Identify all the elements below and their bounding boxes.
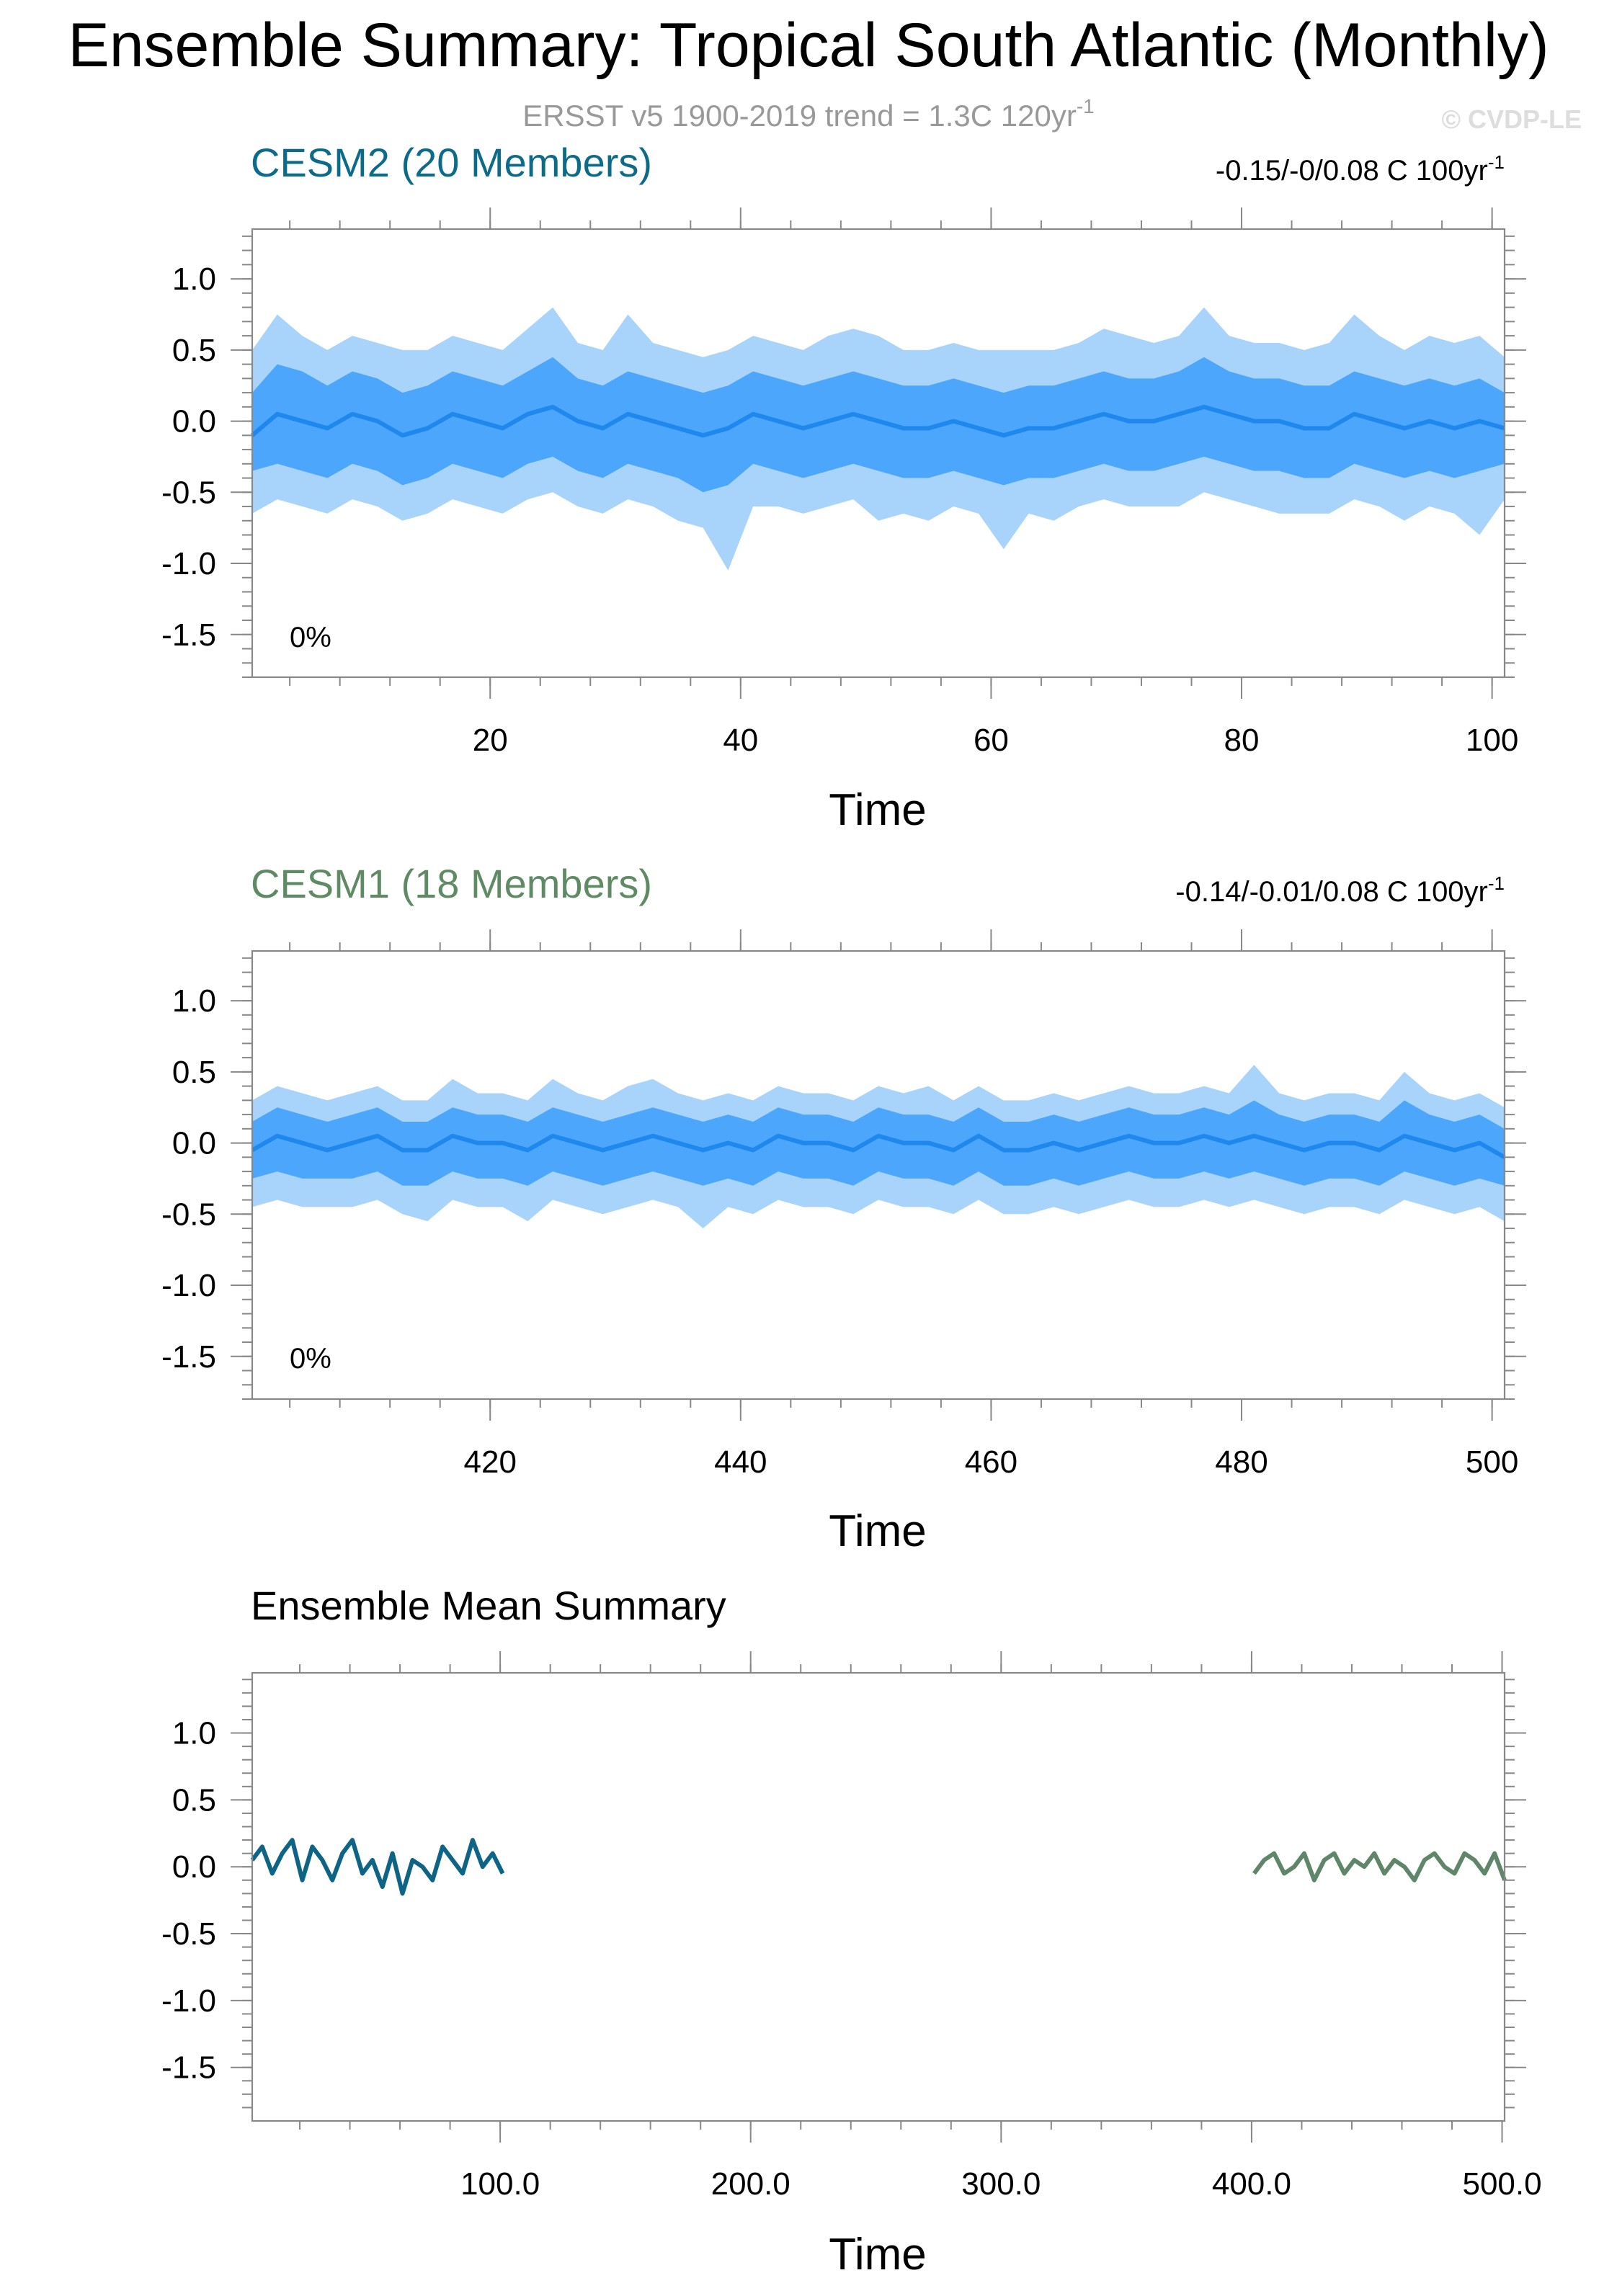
cesm1-panel-title: CESM1 (18 Members) [251, 861, 652, 906]
ensemble-mean-y-tick-label: -0.5 [161, 1916, 216, 1952]
cesm1-x-tick-label: 440 [714, 1444, 767, 1480]
cesm2-x-axis-label: Time [829, 785, 926, 835]
cesm2-mean-line [251, 404, 1505, 438]
cesm2-percent-label: 0% [290, 622, 331, 653]
subtitle-superscript: -1 [1077, 95, 1095, 117]
cesm2-x-tick-label: 20 [473, 723, 508, 758]
figure-subtitle: ERSST v5 1900-2019 trend = 1.3C 120yr-1 [522, 95, 1094, 133]
cesm2-panel: CESM2 (20 Members) -0.15/-0/0.08 C 100yr… [161, 140, 1526, 835]
ensemble-mean-y-tick-label: 0.0 [172, 1849, 216, 1885]
cesm1-y-tick-label: 1.0 [172, 983, 216, 1019]
cesm2-trend-superscript: -1 [1488, 151, 1505, 173]
cesm2-ensemble-mean-line [250, 1838, 505, 1896]
ensemble-mean-y-tick-label: -1.0 [161, 1983, 216, 2019]
ensemble-mean-x-axis-label: Time [829, 2230, 926, 2279]
ensemble-mean-panel-title: Ensemble Mean Summary [251, 1583, 726, 1628]
cesm1-trend-label: -0.14/-0.01/0.08 C 100yr-1 [1175, 872, 1505, 908]
cesm2-panel-title: CESM2 (20 Members) [251, 140, 652, 185]
cesm2-axes: 20 40 60 80 100 1.0 0.5 0.0 -0.5 -1.0 -1.5 [161, 207, 1526, 758]
cesm2-y-tick-label: 0.5 [172, 333, 216, 368]
ensemble-mean-y-tick-label: 1.0 [172, 1716, 216, 1751]
ensemble-mean-x-tick-label: 500.0 [1462, 2166, 1541, 2202]
cesm1-panel: CESM1 (18 Members) -0.14/-0.01/0.08 C 10… [161, 861, 1526, 1556]
cesm1-trend-text: -0.14/-0.01/0.08 C 100yr [1175, 876, 1488, 908]
ensemble-mean-y-tick-label: 0.5 [172, 1782, 216, 1818]
cesm1-band-group [251, 1064, 1506, 1229]
cesm2-plot-frame [251, 228, 1506, 679]
cesm1-plot-frame [251, 950, 1506, 1401]
cesm2-inner-band [252, 357, 1505, 493]
cesm1-y-tick-label: 0.5 [172, 1055, 216, 1090]
ensemble-mean-lines [250, 1838, 1507, 1896]
cesm2-trend-label: -0.15/-0/0.08 C 100yr-1 [1216, 151, 1505, 187]
ensemble-mean-x-tick-label: 100.0 [460, 2166, 540, 2202]
cesm2-x-tick-label: 40 [723, 723, 758, 758]
cesm2-y-tick-label: -0.5 [161, 475, 216, 510]
cesm1-y-tick-label: -0.5 [161, 1197, 216, 1232]
ensemble-mean-y-tick-label: -1.5 [161, 2050, 216, 2086]
cesm2-x-tick-label: 80 [1224, 723, 1260, 758]
copyright-watermark: © CVDP-LE [1441, 104, 1582, 134]
cesm1-x-tick-label: 420 [464, 1444, 517, 1480]
cesm1-x-tick-label: 500 [1466, 1444, 1518, 1480]
ensemble-mean-axes: 100.0 200.0 300.0 400.0 500.0 1.0 0.5 0.0 -0.5 -1… [161, 1651, 1542, 2202]
cesm2-trend-text: -0.15/-0/0.08 C 100yr [1216, 155, 1488, 187]
ensemble-mean-x-tick-label: 300.0 [961, 2166, 1041, 2202]
figure-title: Ensemble Summary: Tropical South Atlanti… [68, 11, 1549, 80]
cesm1-x-tick-label: 480 [1215, 1444, 1268, 1480]
cesm2-x-tick-label: 100 [1466, 723, 1518, 758]
cesm1-x-axis-label: Time [829, 1506, 926, 1556]
cesm2-x-tick-label: 60 [974, 723, 1009, 758]
cesm2-y-tick-label: -1.5 [161, 617, 216, 653]
subtitle-text: ERSST v5 1900-2019 trend = 1.3C 120yr [522, 99, 1077, 133]
ensemble-mean-panel: Ensemble Mean Summary 100.0 200.0 300.0 400… [161, 1583, 1541, 2279]
cesm1-ensemble-mean-line [1252, 1851, 1507, 1882]
cesm2-y-tick-label: -1.0 [161, 546, 216, 581]
cesm1-y-tick-label: -1.0 [161, 1268, 216, 1303]
cesm2-y-tick-label: 1.0 [172, 262, 216, 297]
cesm2-y-tick-label: 0.0 [172, 404, 216, 439]
ensemble-mean-x-tick-label: 200.0 [711, 2166, 790, 2202]
cesm1-inner-band [252, 1100, 1505, 1186]
cesm1-y-tick-label: -1.5 [161, 1339, 216, 1375]
cesm1-axes: 420 440 460 480 500 1.0 0.5 0.0 -0.5 -1.0 -1.5 [161, 929, 1526, 1480]
cesm1-mean-line [251, 1133, 1506, 1159]
cesm1-percent-label: 0% [290, 1343, 331, 1375]
cesm2-band-group [251, 307, 1505, 571]
cesm1-y-tick-label: 0.0 [172, 1126, 216, 1161]
ensemble-mean-x-tick-label: 400.0 [1212, 2166, 1291, 2202]
cesm1-trend-superscript: -1 [1488, 872, 1505, 894]
ensemble-mean-plot-frame [251, 1671, 1506, 2122]
cesm1-x-tick-label: 460 [965, 1444, 1017, 1480]
